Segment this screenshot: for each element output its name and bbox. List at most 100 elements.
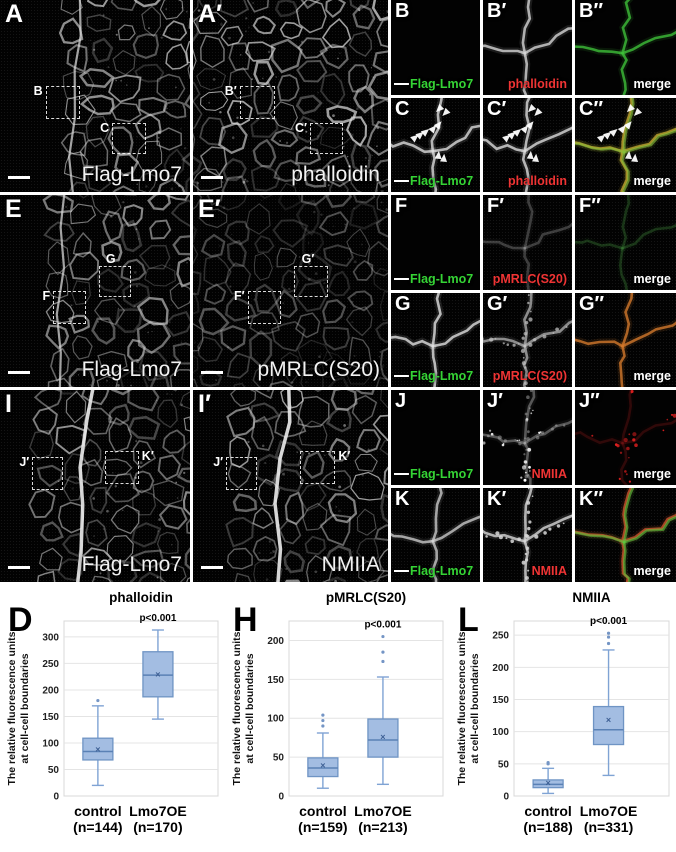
svg-text:50: 50	[498, 759, 510, 770]
stain-label: pMRLC(S20)	[257, 358, 380, 381]
panel-letter: G	[395, 292, 411, 315]
microscopy-row: I Flag-Lmo7 J′ K′ I′ NMIIA J′ K′ J Flag-Lmo7 J′ NMI…	[0, 390, 676, 582]
chart-title: phalloidin	[109, 590, 173, 605]
chart-L: 0 50 100 150 200 250 L NMIIA The relative fluore…	[456, 590, 670, 835]
p-value: p<0.001	[590, 616, 627, 627]
category-n: (n=144)	[73, 819, 122, 835]
category-label: control	[524, 803, 571, 819]
chart-title: NMIIA	[572, 590, 610, 605]
chart-title: pMRLC(S20)	[326, 590, 406, 605]
roi-box-C′: C′	[295, 121, 344, 154]
micrograph-image-J″	[575, 390, 676, 485]
scale-bar	[394, 277, 409, 280]
stain-label: phalloidin	[291, 163, 380, 186]
channel-label: merge	[633, 466, 671, 481]
category-n: (n=170)	[133, 819, 182, 835]
micrograph-image-G″	[575, 292, 676, 387]
svg-text:150: 150	[492, 695, 509, 706]
roi-box-K′: K′	[300, 449, 350, 485]
micrograph-image-B′	[483, 0, 572, 95]
svg-text:×: ×	[380, 732, 385, 742]
svg-text:100: 100	[267, 714, 284, 725]
panel-letter: J″	[579, 390, 600, 412]
panel-F′: F′ pMRLC(S20)	[483, 195, 572, 290]
scale-bar	[8, 176, 30, 179]
panel-letter: K	[395, 487, 410, 510]
scale-bar	[394, 472, 409, 475]
svg-text:150: 150	[42, 712, 59, 723]
category-label: Lmo7OE	[354, 803, 412, 819]
svg-text:200: 200	[42, 685, 59, 696]
category-n: (n=331)	[584, 819, 633, 835]
channel-label: phalloidin	[507, 174, 567, 188]
scale-bar	[201, 566, 223, 569]
panel-A: A Flag-Lmo7 B C	[0, 0, 190, 192]
channel-label: merge	[633, 369, 671, 383]
panel-letter: I	[5, 390, 12, 418]
micrograph-image-A	[58, 0, 190, 192]
y-axis-label-line2: at cell-cell boundaries	[244, 653, 256, 763]
micrograph-image-F′	[483, 195, 572, 290]
panel-C′: C′ phalloidin	[483, 97, 572, 192]
micrograph-image-E	[42, 195, 190, 387]
panel-letter: C′	[487, 97, 507, 120]
svg-text:250: 250	[42, 659, 59, 670]
panel-K: K Flag-Lmo7	[391, 487, 480, 582]
svg-text:50: 50	[48, 765, 60, 776]
y-axis-label-line1: The relative fluorescence units	[456, 631, 468, 785]
micrograph-image-K′	[483, 487, 572, 582]
channel-label-green: Flag-Lmo7	[394, 272, 473, 286]
panel-I′: I′ NMIIA J′ K′	[193, 390, 388, 582]
panel-K″: K″ merge	[575, 487, 676, 582]
micrograph-image-E′	[193, 195, 388, 387]
panel-F″: F″ merge	[575, 195, 676, 290]
panel-letter: E	[5, 195, 22, 223]
panel-letter: B′	[487, 0, 507, 22]
stain-label: Flag-Lmo7	[81, 163, 182, 186]
channel-label: pMRLC(S20)	[492, 369, 567, 383]
inset-grid: F Flag-Lmo7 F′ pMRLC(S20) F″ merge G Flag-Lmo7 G…	[391, 195, 676, 387]
p-value: p<0.001	[364, 620, 401, 631]
category-label: Lmo7OE	[580, 803, 638, 819]
category-n: (n=213)	[358, 819, 407, 835]
channel-label: pMRLC(S20)	[492, 271, 567, 286]
micrograph-image-K″	[575, 487, 676, 582]
roi-box-J′: J′	[19, 455, 63, 490]
y-axis-label-line2: at cell-cell boundaries	[469, 653, 481, 763]
channel-label: merge	[633, 564, 671, 578]
svg-text:100: 100	[492, 727, 509, 738]
micrograph-image-J′	[483, 390, 572, 485]
micrograph-image-I	[28, 390, 190, 582]
channel-label-green: Flag-Lmo7	[394, 467, 473, 481]
panel-letter: F	[395, 195, 408, 217]
roi-box-F′: F′	[234, 289, 281, 324]
y-axis-label-line1: The relative fluorescence units	[231, 631, 243, 785]
panel-letter: G″	[579, 292, 605, 315]
roi-box-J′: J′	[213, 455, 258, 490]
micrograph-image-F″	[575, 195, 676, 290]
panel-C: C Flag-Lmo7	[391, 97, 480, 192]
channel-label-green: Flag-Lmo7	[394, 174, 473, 188]
category-label: control	[74, 803, 121, 819]
scale-bar	[8, 371, 30, 374]
micrograph-image-B″	[575, 0, 676, 95]
chart-letter: H	[233, 601, 258, 639]
roi-box-B′: B′	[225, 84, 275, 120]
svg-text:0: 0	[503, 792, 509, 803]
panel-letter: C	[395, 97, 410, 120]
roi-box-B: B	[34, 84, 80, 120]
channel-label: merge	[633, 271, 671, 286]
panel-I: I Flag-Lmo7 J′ K′	[0, 390, 190, 582]
svg-text:0: 0	[53, 792, 59, 803]
svg-text:×: ×	[545, 778, 550, 788]
panel-E: E Flag-Lmo7 G F	[0, 195, 190, 387]
panel-letter: F″	[579, 195, 601, 217]
channel-label: NMIIA	[531, 564, 567, 578]
channel-label: merge	[633, 76, 671, 91]
svg-text:×: ×	[606, 715, 611, 725]
micrograph-image-C″	[575, 97, 676, 192]
channel-label-green: Flag-Lmo7	[394, 369, 473, 383]
svg-text:×: ×	[320, 761, 325, 771]
category-n: (n=159)	[298, 819, 347, 835]
